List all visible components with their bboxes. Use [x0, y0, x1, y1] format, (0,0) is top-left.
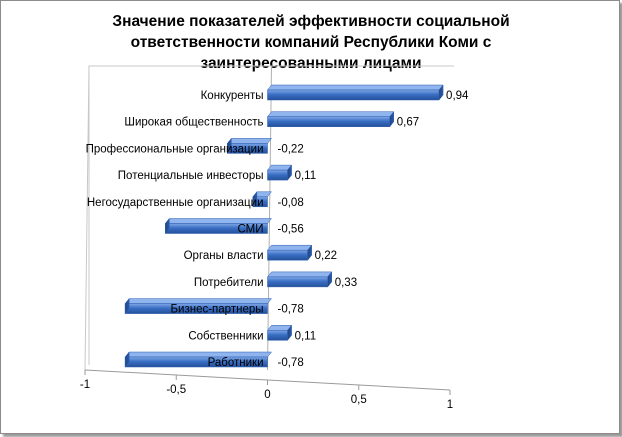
category-label: Потенциальные инвесторы: [118, 170, 264, 182]
category-label: Конкуренты: [201, 90, 264, 102]
bar: [266, 110, 395, 128]
bar: [266, 324, 293, 342]
bar: [124, 297, 273, 315]
bar-front-face: [267, 330, 288, 341]
category-label: Профессиональные организации: [86, 143, 264, 155]
value-label: 0,33: [335, 277, 357, 289]
zero-line: [267, 65, 272, 371]
bar-top-face: [266, 84, 444, 91]
bar-end-face: [327, 271, 332, 288]
bar-end-face: [252, 191, 258, 208]
bars-group: [124, 84, 444, 368]
bar-front-face: [267, 116, 391, 127]
category-label: Работники: [208, 357, 264, 369]
value-label: -0,22: [278, 143, 304, 155]
bar: [266, 84, 444, 101]
bar-end-face: [438, 84, 444, 101]
value-label: 0,11: [295, 170, 317, 182]
category-label: Органы власти: [184, 250, 264, 262]
bar-top-face: [266, 111, 395, 117]
chart-title: Значение показателей эффективности социа…: [112, 13, 510, 72]
category-label: Бизнес-партнеры: [170, 304, 263, 316]
value-label: -0,78: [278, 304, 304, 316]
bar-front-face: [267, 169, 288, 181]
category-label: Негосударственные организации: [87, 197, 264, 209]
value-label: -0,08: [278, 197, 304, 209]
x-tick-label: 1: [447, 399, 453, 411]
bar-front-face: [267, 249, 308, 261]
bar: [266, 164, 293, 181]
bar: [266, 271, 333, 288]
bar-end-face: [287, 164, 292, 181]
bar-end-face: [124, 297, 130, 315]
category-label: Собственники: [188, 330, 263, 342]
value-label: -0,56: [278, 224, 304, 236]
bar-end-face: [124, 351, 130, 368]
value-label: 0,22: [315, 250, 337, 262]
value-label: -0,78: [278, 357, 304, 369]
value-label: 0,67: [397, 117, 419, 129]
bar-end-face: [165, 217, 170, 235]
category-label: Широкая общественность: [124, 117, 263, 129]
bar-front-face: [267, 89, 440, 101]
bar-front-face: [267, 276, 328, 288]
x-tick-label: -1: [80, 379, 90, 391]
x-tick-label: 0: [264, 389, 270, 401]
plot-walls: [84, 65, 454, 371]
value-label: 0,94: [446, 90, 469, 102]
bar: [266, 244, 313, 261]
bar-top-face: [266, 271, 333, 278]
bar-end-face: [307, 244, 312, 261]
bar: [124, 351, 273, 368]
labels-group: Конкуренты 0,94 Широкая общественность 0,67…: [86, 90, 469, 369]
bar: [252, 191, 273, 208]
x-axis: -1 -0,5 0 0,5 1: [80, 369, 453, 411]
bar: [226, 137, 273, 155]
bar-end-face: [227, 137, 232, 155]
bar-end-face: [389, 110, 395, 128]
bar: [164, 217, 273, 235]
category-label: Потребители: [194, 277, 264, 289]
bar-top-face: [266, 244, 313, 251]
bar-end-face: [287, 324, 292, 342]
category-label: СМИ: [237, 224, 263, 236]
value-label: 0,11: [295, 330, 317, 342]
x-tick-label: 0,5: [351, 394, 367, 406]
x-tick-label: -0,5: [166, 384, 186, 396]
